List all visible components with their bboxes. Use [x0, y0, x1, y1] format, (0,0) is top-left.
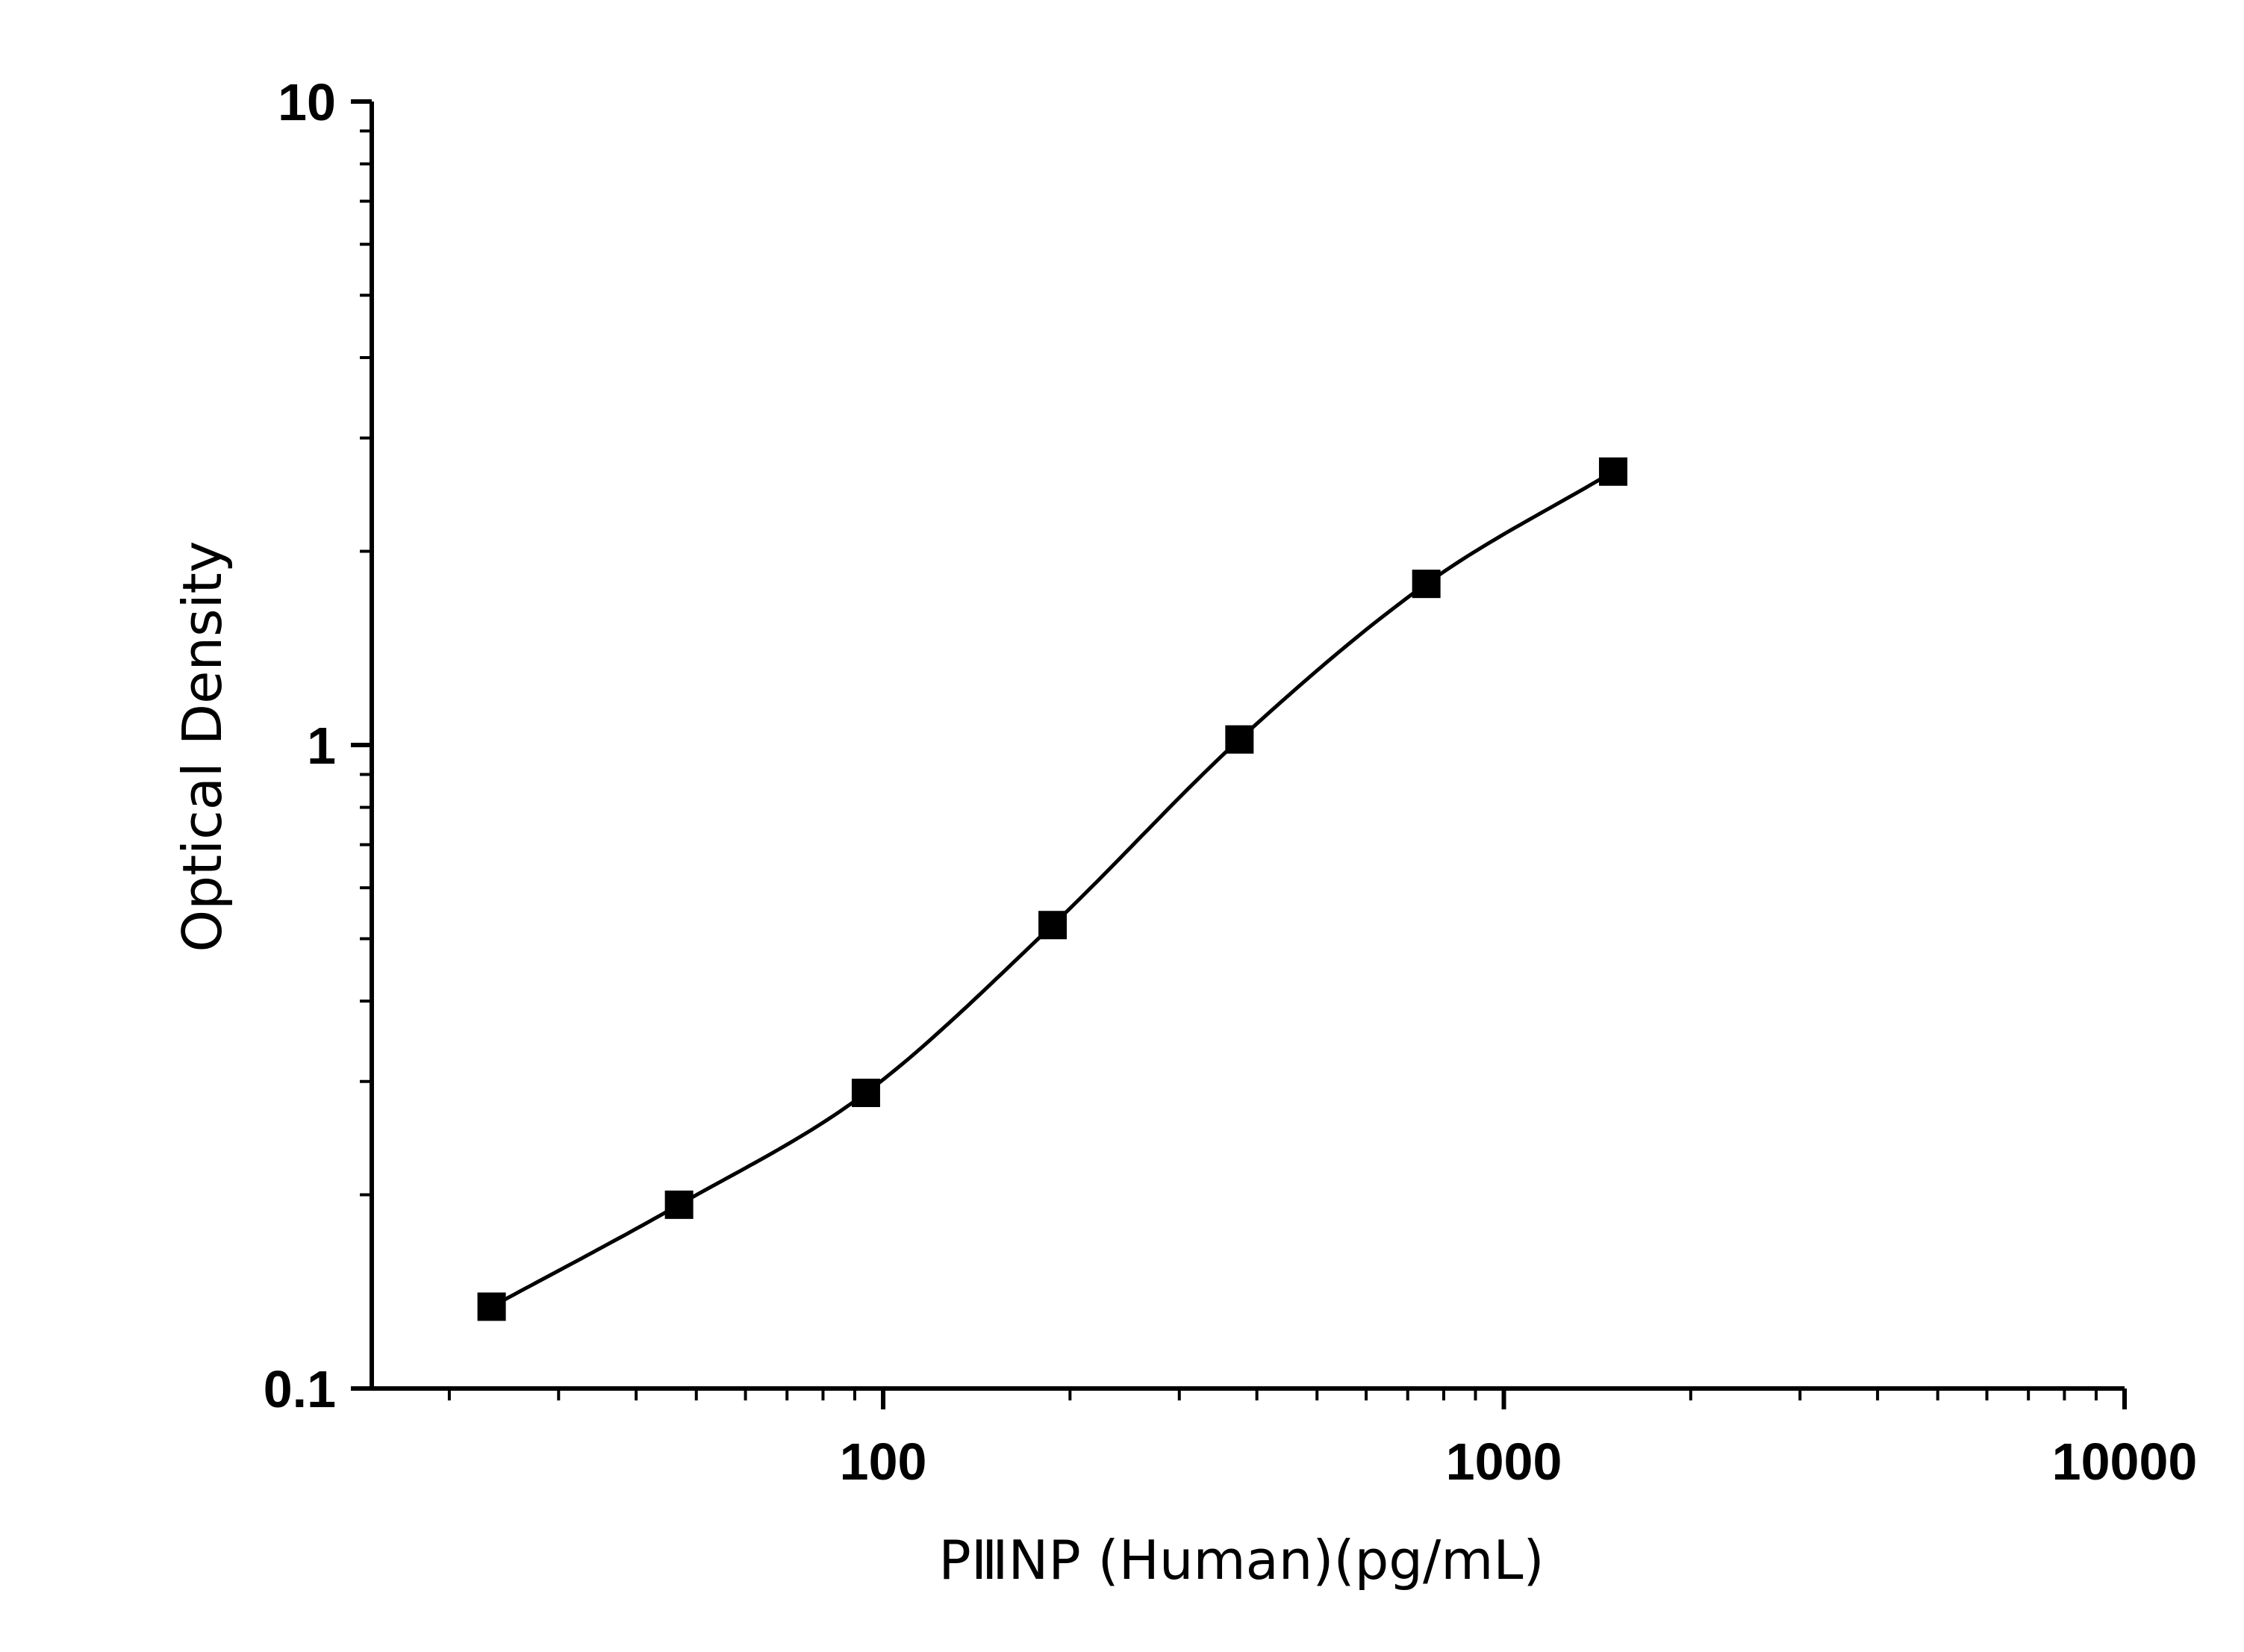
- x-tick-label: 1000: [1446, 1433, 1562, 1491]
- x-axis-title: PⅢNP (Human)(pg/mL): [938, 1529, 1544, 1592]
- x-tick-label: 10000: [2052, 1433, 2198, 1491]
- data-point: [477, 1292, 506, 1321]
- data-point: [664, 1190, 694, 1219]
- major-ticks: [351, 99, 2127, 1409]
- fit-curve: [490, 470, 1615, 1309]
- data-point: [1225, 725, 1254, 754]
- y-tick-label: 1: [307, 717, 336, 775]
- data-point: [851, 1079, 880, 1108]
- data-points: [477, 457, 1627, 1321]
- y-axis-title: Optical Density: [171, 541, 234, 953]
- minor-ticks: [360, 129, 2098, 1400]
- tick-labels: 100 1000 10000 0.1 1 10: [264, 73, 2198, 1491]
- data-point: [1412, 570, 1441, 599]
- data-point: [1038, 911, 1068, 940]
- data-point: [1598, 457, 1627, 486]
- y-tick-label: 0.1: [264, 1360, 336, 1418]
- x-tick-label: 100: [840, 1433, 927, 1491]
- y-tick-label: 10: [278, 73, 336, 131]
